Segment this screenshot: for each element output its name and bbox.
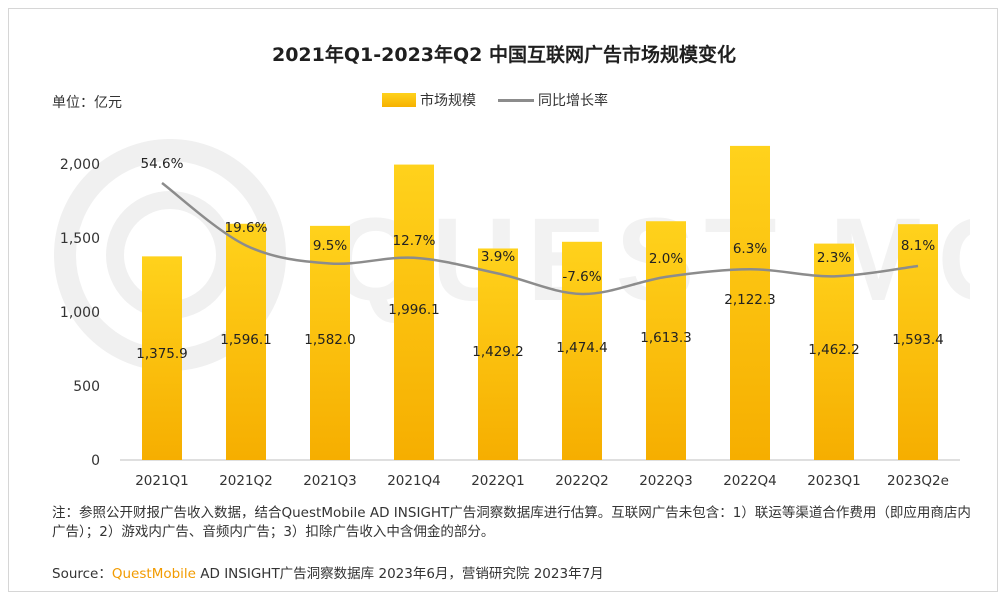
bar-value-label: 1,474.4 [556,340,608,356]
growth-rate-line [161,181,919,296]
y-tick-label: 0 [91,453,100,469]
x-tick-label: 2022Q4 [723,473,777,489]
legend-line-swatch [498,98,534,102]
growth-rate-label: 2.0% [649,251,683,267]
x-tick-label: 2021Q4 [387,473,441,489]
growth-rate-label: 3.9% [481,249,515,265]
x-tick-label: 2022Q3 [639,473,693,489]
x-tick-label: 2021Q2 [219,473,273,489]
chart-title: 2021年Q1-2023年Q2 中国互联网广告市场规模变化 [271,44,736,66]
legend-bar-label: 市场规模 [420,93,476,109]
bar-value-label: 1,596.1 [220,332,272,348]
growth-rate-label: 19.6% [225,220,268,236]
y-tick-label: 500 [73,379,100,395]
x-tick-label: 2023Q1 [807,473,861,489]
x-tick-label: 2021Q3 [303,473,357,489]
x-tick-label: 2022Q1 [471,473,525,489]
bar-value-label: 1,582.0 [304,332,356,348]
growth-rate-label: 12.7% [393,233,436,249]
growth-rate-label: -7.6% [562,269,601,285]
bar-value-label: 1,375.9 [136,346,188,362]
unit-label: 单位：亿元 [52,95,122,111]
source-prefix: Source： [52,566,112,582]
growth-rate-label: 6.3% [733,241,767,257]
bar [394,164,434,460]
bar-value-label: 1,593.4 [892,332,944,348]
y-tick-label: 2,000 [60,157,100,173]
bar [310,225,350,460]
source-rest: AD INSIGHT广告洞察数据库 2023年6月，营销研究院 2023年7月 [195,566,604,582]
bar [646,221,686,460]
bar [814,243,854,460]
x-tick-label: 2021Q1 [135,473,189,489]
bar [142,256,182,460]
source-line: Source：QuestMobile AD INSIGHT广告洞察数据库 202… [52,562,604,582]
growth-rate-label: 54.6% [141,156,184,172]
bar [478,248,518,460]
bar-value-label: 1,613.3 [640,330,692,346]
bar [562,241,602,460]
bar [226,223,266,460]
legend-bar-swatch [382,93,416,107]
y-tick-label: 1,000 [60,305,100,321]
growth-rate-label: 2.3% [817,250,851,266]
growth-rate-label: 9.5% [313,238,347,254]
x-tick-label: 2023Q2e [887,473,949,489]
bar-value-label: 1,462.2 [808,342,860,358]
y-tick-label: 1,500 [60,231,100,247]
legend-line-label: 同比增长率 [538,93,608,109]
x-tick-label: 2022Q2 [555,473,609,489]
bar-value-label: 1,996.1 [388,302,440,318]
bar [730,145,770,460]
bar-value-label: 2,122.3 [724,292,776,308]
bar-value-label: 1,429.2 [472,344,524,360]
growth-rate-label: 8.1% [901,238,935,254]
legend: 市场规模 同比增长率 [382,90,608,110]
bar [898,224,938,460]
source-brand: QuestMobile [111,566,196,582]
footnote: 注：参照公开财报广告收入数据，结合QuestMobile AD INSIGHT广… [52,505,971,540]
